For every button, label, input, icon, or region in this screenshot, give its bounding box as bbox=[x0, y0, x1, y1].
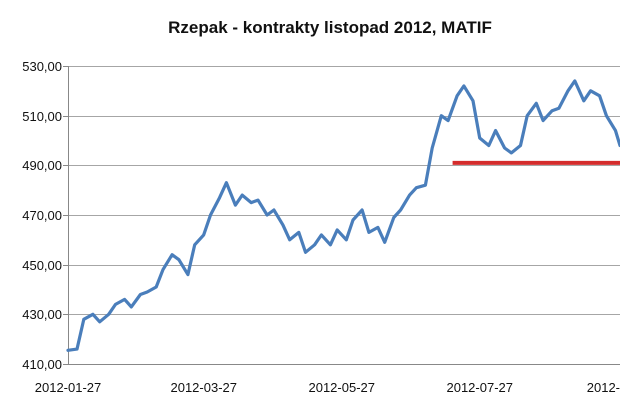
y-tick-label: 430,00 bbox=[22, 307, 62, 322]
series-layer bbox=[66, 79, 620, 352]
y-tick-label: 510,00 bbox=[22, 109, 62, 124]
y-tick-label: 470,00 bbox=[22, 208, 62, 223]
x-tick-label: 2012-01-27 bbox=[35, 380, 102, 395]
x-axis-labels: 2012-01-27 2012-03-27 2012-05-27 2012-07-27… bbox=[35, 380, 620, 395]
x-tick-label: 2012-07-27 bbox=[446, 380, 513, 395]
y-tick-label: 530,00 bbox=[22, 59, 62, 74]
price-series-line bbox=[66, 79, 620, 352]
y-tick-label: 410,00 bbox=[22, 357, 62, 372]
x-tick-label: 2012-05-27 bbox=[308, 380, 375, 395]
y-axis-labels: 410,00 430,00 450,00 470,00 490,00 510,00 530,… bbox=[22, 59, 62, 372]
y-tick-label: 490,00 bbox=[22, 158, 62, 173]
axis-layer bbox=[68, 66, 620, 365]
grid-layer bbox=[63, 66, 620, 365]
y-tick-label: 450,00 bbox=[22, 258, 62, 273]
x-tick-label: 2012-09-27 bbox=[587, 380, 620, 395]
x-tick-label: 2012-03-27 bbox=[170, 380, 237, 395]
chart-title: Rzepak - kontrakty listopad 2012, MATIF bbox=[168, 18, 492, 37]
